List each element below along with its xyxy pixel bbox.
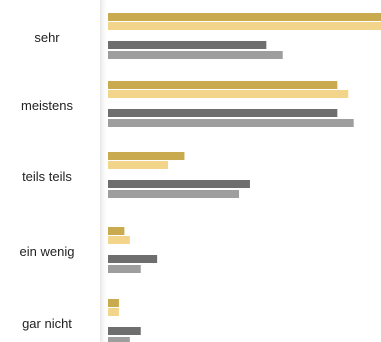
bar — [108, 327, 141, 335]
bar — [108, 13, 381, 21]
bar — [108, 236, 130, 244]
bar — [108, 41, 267, 49]
bar — [108, 190, 240, 198]
axis-shadow — [100, 0, 108, 342]
category-label: meistens — [21, 98, 74, 113]
bars — [108, 13, 381, 342]
bar — [108, 161, 169, 169]
bar — [108, 337, 130, 342]
bar — [108, 308, 119, 316]
bar — [108, 22, 381, 30]
bar — [108, 90, 349, 98]
category-label: gar nicht — [22, 316, 72, 331]
bar — [108, 255, 158, 263]
bar — [108, 81, 338, 89]
bar — [108, 152, 185, 160]
bar — [108, 227, 125, 235]
bar — [108, 51, 283, 59]
bar — [108, 109, 338, 117]
category-label: sehr — [34, 30, 60, 45]
category-labels: sehr meistens teils teils ein wenig gar nich… — [20, 30, 75, 331]
bar — [108, 299, 119, 307]
bar — [108, 119, 354, 127]
category-label: ein wenig — [20, 244, 75, 259]
bar — [108, 265, 141, 273]
category-label: teils teils — [22, 169, 72, 184]
bar — [108, 180, 250, 188]
